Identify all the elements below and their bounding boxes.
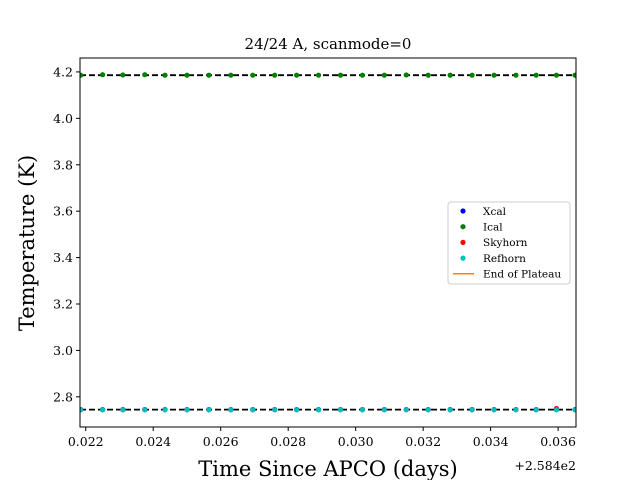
point-refhorn-19	[469, 407, 475, 413]
point-refhorn-18	[447, 407, 453, 413]
point-refhorn-16	[403, 407, 409, 413]
point-refhorn-8	[228, 407, 234, 413]
point-ical-23	[553, 72, 560, 78]
y-tick-label-5: 3.6	[53, 204, 73, 219]
point-refhorn-12	[315, 407, 322, 413]
x-tick-label-1: 0.022	[68, 434, 104, 449]
point-refhorn-22	[533, 407, 539, 413]
point-refhorn-15	[381, 407, 387, 413]
y-tick-label-6: 3.8	[53, 157, 73, 172]
legend-box	[447, 201, 571, 285]
point-refhorn-6	[184, 407, 190, 413]
point-ical-14	[359, 72, 366, 78]
y-tick-label-7: 4.0	[53, 111, 73, 126]
legend-label-refhorn: Refhorn	[483, 253, 526, 265]
point-ical-21	[513, 72, 519, 78]
point-ical-13	[337, 72, 344, 78]
point-refhorn-2	[100, 407, 106, 413]
point-ical-2	[100, 72, 106, 78]
point-refhorn-1	[80, 407, 84, 413]
point-ical-8	[228, 72, 234, 78]
point-ical-10	[272, 72, 278, 78]
x-tick-label-7: 0.034	[473, 434, 509, 449]
x-tick-label-3: 0.026	[203, 434, 239, 449]
point-refhorn-3	[120, 407, 126, 413]
point-refhorn-14	[359, 407, 366, 413]
y-tick-label-3: 3.2	[53, 297, 73, 312]
x-tick-label-8: 0.036	[540, 434, 576, 449]
point-refhorn-24	[572, 407, 576, 413]
legend-marker-xcal	[460, 208, 466, 214]
x-axis-label: Time Since APCO (days)	[198, 457, 457, 480]
point-refhorn-7	[206, 407, 212, 413]
point-ical-5	[162, 72, 168, 78]
x-tick-label-2: 0.024	[135, 434, 171, 449]
point-refhorn-13	[337, 407, 344, 413]
point-refhorn-23	[553, 407, 560, 413]
point-ical-9	[250, 72, 256, 78]
point-refhorn-20	[491, 407, 497, 413]
legend-marker-refhorn	[460, 255, 466, 261]
point-ical-18	[447, 72, 453, 78]
legend-label-skyhorn: Skyhorn	[483, 237, 528, 249]
y-axis-label: Temperature (K)	[15, 155, 39, 331]
plot-area: 0.022 0.024 0.026 0.028 0.030 0.032 0.034 0.036…	[53, 57, 577, 449]
x-tick-label-4: 0.028	[270, 434, 306, 449]
x-tick-label-5: 0.030	[338, 434, 374, 449]
point-refhorn-9	[250, 407, 256, 413]
legend-label-end-of-plateau: End of Plateau	[483, 269, 561, 281]
x-tick-label-6: 0.032	[405, 434, 441, 449]
point-refhorn-4	[142, 407, 148, 413]
point-ical-15	[381, 72, 387, 78]
axes-frame	[79, 57, 577, 428]
point-ical-3	[120, 72, 126, 78]
legend-marker-skyhorn	[460, 239, 466, 245]
point-refhorn-21	[513, 407, 519, 413]
point-ical-22	[533, 72, 539, 78]
point-ical-20	[491, 72, 497, 78]
point-ical-16	[403, 72, 409, 78]
point-ical-1	[80, 72, 84, 78]
x-offset-label: +2.584e2	[514, 458, 576, 473]
data-marks	[80, 72, 576, 413]
point-ical-19	[469, 72, 475, 78]
y-tick-label-8: 4.2	[53, 64, 73, 79]
legend-marker-ical	[460, 224, 466, 230]
legend-label-xcal: Xcal	[483, 206, 507, 218]
chart-title: 24/24 A, scanmode=0	[245, 35, 412, 53]
point-ical-11	[294, 72, 300, 78]
point-ical-7	[206, 72, 212, 78]
y-tick-label-4: 3.4	[53, 250, 73, 265]
point-ical-12	[315, 72, 322, 78]
point-refhorn-5	[162, 407, 168, 413]
legend-label-ical: Ical	[483, 222, 503, 234]
legend: Xcal Ical Skyhorn Refhorn End of Plateau	[447, 201, 571, 285]
point-refhorn-17	[425, 407, 431, 413]
point-ical-24	[572, 72, 576, 78]
point-ical-17	[425, 72, 431, 78]
point-refhorn-11	[294, 407, 300, 413]
point-ical-4	[142, 72, 148, 78]
point-refhorn-10	[272, 407, 278, 413]
point-ical-6	[184, 72, 190, 78]
y-tick-label-2: 3.0	[53, 343, 73, 358]
y-tick-label-1: 2.8	[53, 389, 73, 404]
